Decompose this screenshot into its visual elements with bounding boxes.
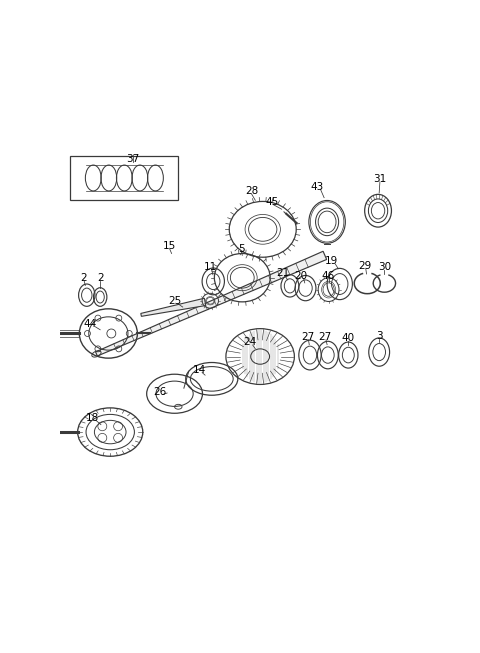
Text: 29: 29 [359, 261, 372, 271]
Text: 45: 45 [265, 197, 279, 207]
Text: 11: 11 [204, 263, 217, 272]
Text: 46: 46 [321, 271, 335, 281]
Text: 28: 28 [245, 186, 258, 197]
Bar [71, 155, 178, 200]
Text: 5: 5 [238, 244, 245, 253]
Text: 18: 18 [86, 413, 99, 422]
Text: 31: 31 [373, 174, 386, 184]
Text: 27: 27 [318, 332, 332, 342]
Text: 2: 2 [97, 274, 104, 283]
Text: 2: 2 [80, 274, 86, 283]
Text: 19: 19 [325, 257, 338, 266]
Text: 44: 44 [84, 319, 97, 329]
Text: 40: 40 [342, 333, 355, 343]
Text: 20: 20 [295, 271, 308, 281]
Text: 14: 14 [192, 365, 206, 375]
Text: 24: 24 [243, 338, 256, 347]
Polygon shape [96, 251, 326, 356]
Text: 37: 37 [126, 154, 139, 165]
Text: 30: 30 [378, 263, 391, 272]
Polygon shape [141, 298, 206, 316]
Text: 27: 27 [301, 332, 314, 342]
Text: 15: 15 [163, 242, 176, 251]
Text: 43: 43 [310, 182, 324, 191]
Text: 21: 21 [276, 268, 289, 278]
Text: 3: 3 [376, 331, 383, 341]
Text: 26: 26 [153, 387, 167, 397]
Text: 25: 25 [168, 296, 182, 306]
